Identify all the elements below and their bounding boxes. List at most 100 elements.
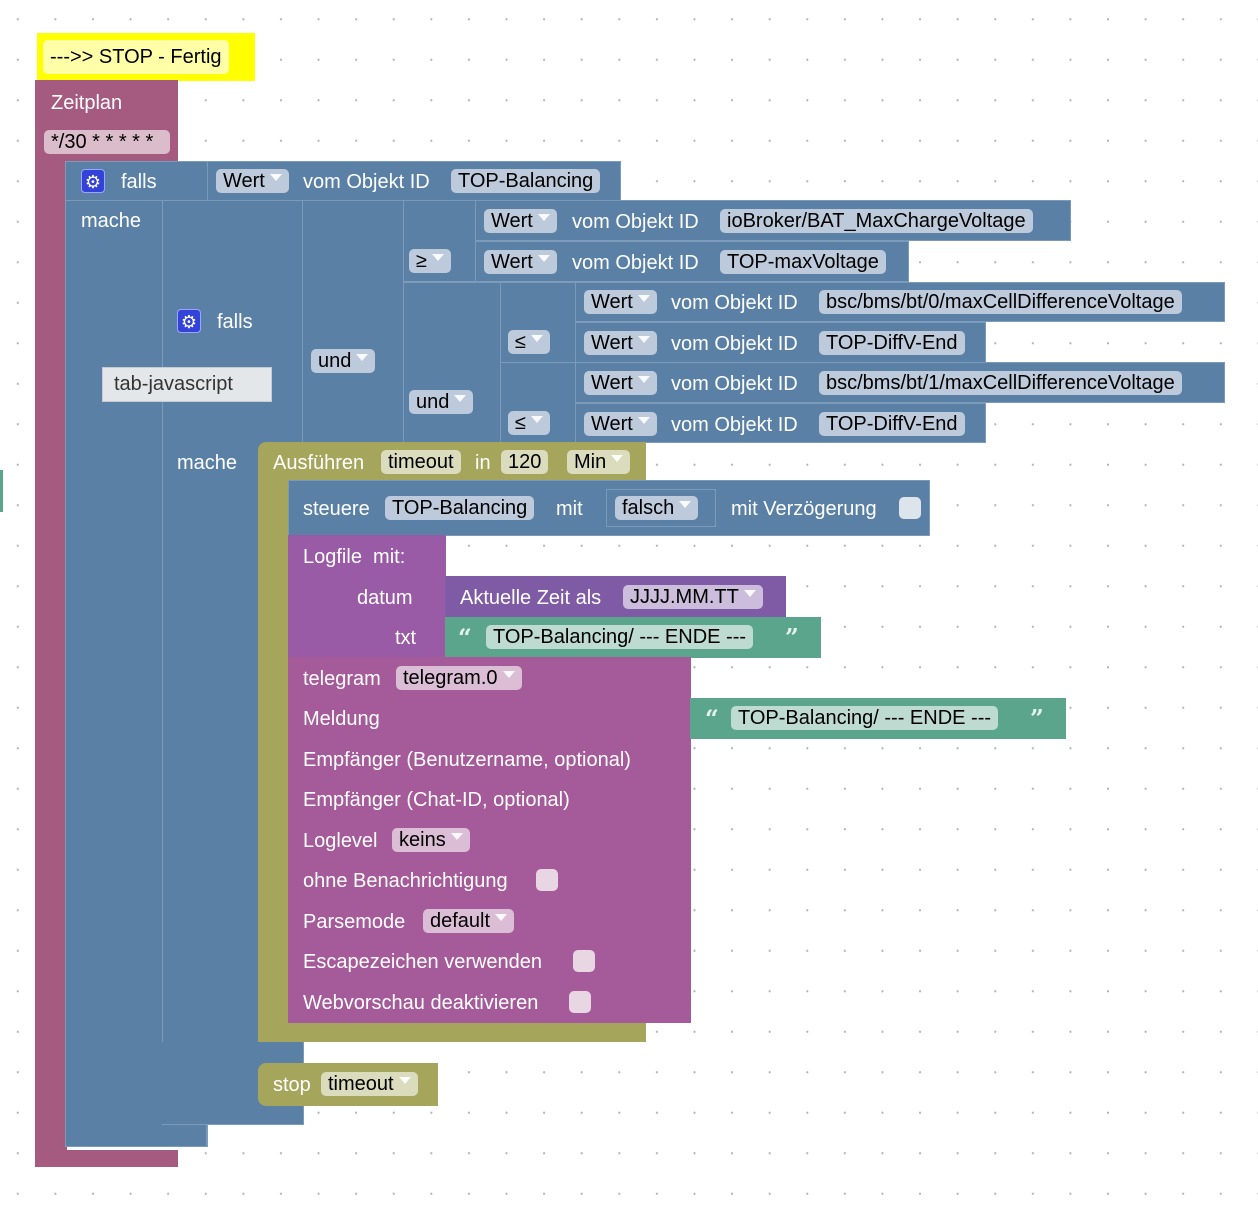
dropdown-arrow-icon	[637, 336, 650, 343]
object-id-field[interactable]: bsc/bms/bt/0/maxCellDifferenceVoltage	[819, 290, 1182, 314]
text-block[interactable]: “ TOP-Balancing/ --- ENDE --- ”	[445, 617, 821, 658]
escape-checkbox[interactable]	[573, 950, 595, 972]
stop-timeout-block[interactable]: stop timeout	[258, 1063, 438, 1106]
object-id-field[interactable]: TOP-maxVoltage	[720, 250, 886, 274]
mode-dropdown[interactable]: Wert	[484, 250, 557, 274]
preview-checkbox[interactable]	[569, 991, 591, 1013]
timeout-dropdown[interactable]: timeout	[321, 1072, 418, 1096]
compare-ge-block[interactable]: ≥	[403, 200, 477, 282]
dropdown-arrow-icon	[679, 501, 692, 508]
compare-le-block[interactable]: ≤	[500, 362, 577, 443]
then-label: mache	[177, 452, 238, 474]
text-block[interactable]: “ TOP-Balancing/ --- ENDE --- ”	[690, 698, 1066, 739]
escape-label: Escapezeichen verwenden	[303, 951, 543, 973]
mode-dropdown[interactable]: Wert	[584, 412, 657, 436]
object-id-label: vom Objekt ID	[572, 252, 699, 274]
mode-dropdown[interactable]: Wert	[216, 169, 289, 193]
gear-icon[interactable]: ⚙	[177, 309, 201, 333]
delay-checkbox[interactable]	[899, 497, 921, 519]
timeout-block-bottom	[258, 1022, 646, 1042]
get-value-block[interactable]: Wert vom Objekt ID TOP-Balancing	[207, 161, 621, 201]
and-block-2[interactable]: und	[403, 282, 502, 443]
cron-field[interactable]: */30 * * * * *	[44, 130, 170, 154]
current-time-block[interactable]: Aktuelle Zeit als JJJJ.MM.TT	[445, 576, 786, 617]
dropdown-arrow-icon	[530, 416, 543, 423]
comment-bubble[interactable]: --->> STOP - Fertig	[37, 33, 255, 81]
instance-dropdown[interactable]: telegram.0	[396, 666, 522, 690]
dropdown-arrow-icon	[398, 1077, 411, 1084]
mode-value: Wert	[491, 251, 533, 273]
object-id-field[interactable]: TOP-DiffV-End	[819, 412, 965, 436]
le-value: ≤	[515, 331, 526, 353]
dropdown-arrow-icon	[269, 174, 282, 181]
mode-value: Wert	[491, 210, 533, 232]
object-id-field[interactable]: ioBroker/BAT_MaxChargeVoltage	[720, 209, 1033, 233]
telegram-label: telegram	[303, 668, 381, 690]
silent-checkbox[interactable]	[536, 869, 558, 891]
control-block[interactable]: steuere TOP-Balancing mit falsch mit Ver…	[288, 480, 930, 536]
compare-operator-dropdown[interactable]: ≤	[508, 330, 550, 354]
get-value-block[interactable]: Wert vom Objekt ID TOP-maxVoltage	[475, 241, 909, 282]
offscreen-block-edge[interactable]	[0, 470, 3, 512]
compare-le-block[interactable]: ≤	[500, 282, 577, 363]
datum-label: datum	[357, 587, 413, 609]
get-value-block[interactable]: Wert vom Objekt ID TOP-DiffV-End	[575, 403, 986, 443]
get-value-block[interactable]: Wert vom Objekt ID ioBroker/BAT_MaxCharg…	[475, 200, 1071, 241]
get-value-block[interactable]: Wert vom Objekt ID bsc/bms/bt/1/maxCellD…	[575, 362, 1225, 403]
delay-label: mit Verzögerung	[731, 498, 877, 520]
object-id-label: vom Objekt ID	[671, 373, 798, 395]
timeout-value-field[interactable]: 120	[501, 450, 549, 474]
object-id-field[interactable]: TOP-DiffV-End	[819, 331, 965, 355]
schedule-block[interactable]	[35, 80, 178, 170]
parsemode-dropdown[interactable]: default	[423, 909, 515, 933]
with-label: mit	[556, 498, 583, 520]
compare-operator-dropdown[interactable]: ≥	[409, 249, 451, 273]
object-id-field[interactable]: TOP-Balancing	[451, 169, 601, 193]
control-object-field[interactable]: TOP-Balancing	[385, 496, 535, 520]
txt-label: txt	[395, 627, 417, 649]
mode-dropdown[interactable]: Wert	[584, 371, 657, 395]
and-operator-dropdown[interactable]: und	[409, 390, 474, 414]
mode-dropdown[interactable]: Wert	[584, 331, 657, 355]
get-value-block[interactable]: Wert vom Objekt ID TOP-DiffV-End	[575, 322, 986, 363]
boolean-block[interactable]: falsch	[606, 489, 716, 527]
schedule-label: Zeitplan	[51, 92, 123, 114]
object-id-label: vom Objekt ID	[671, 414, 798, 436]
time-format-dropdown[interactable]: JJJJ.MM.TT	[623, 585, 763, 609]
timeout-value: timeout	[328, 1073, 394, 1095]
unit-value: Min	[574, 451, 607, 473]
gear-icon[interactable]: ⚙	[81, 169, 105, 193]
dropdown-arrow-icon	[530, 335, 543, 342]
telegram-block[interactable]: telegram telegram.0 Meldung Empfänger (B…	[288, 657, 691, 1023]
schedule-block-body	[35, 160, 67, 1160]
loglevel-value: keins	[399, 829, 446, 851]
mode-dropdown[interactable]: Wert	[584, 290, 657, 314]
dropdown-arrow-icon	[743, 590, 756, 597]
loglevel-dropdown[interactable]: keins	[392, 828, 470, 852]
boolean-dropdown[interactable]: falsch	[615, 496, 699, 520]
if-block-outer-bottom	[65, 1125, 207, 1147]
and-block[interactable]: und	[302, 200, 405, 443]
get-value-block[interactable]: Wert vom Objekt ID bsc/bms/bt/0/maxCellD…	[575, 282, 1225, 322]
ge-value: ≥	[416, 250, 427, 272]
object-id-field[interactable]: bsc/bms/bt/1/maxCellDifferenceVoltage	[819, 371, 1182, 395]
mode-dropdown[interactable]: Wert	[484, 209, 557, 233]
boolean-value: falsch	[622, 497, 675, 519]
dropdown-arrow-icon	[431, 254, 444, 261]
control-label: steuere	[303, 498, 370, 520]
schedule-block-bottom	[35, 1150, 178, 1167]
and-operator-dropdown[interactable]: und	[311, 349, 376, 373]
compare-operator-dropdown[interactable]: ≤	[508, 411, 550, 435]
in-label: in	[475, 452, 491, 474]
log-block[interactable]: Logfile mit: datum txt	[288, 535, 446, 658]
dropdown-arrow-icon	[495, 914, 508, 921]
timeout-name-field[interactable]: timeout	[381, 450, 461, 474]
unit-dropdown[interactable]: Min	[567, 450, 631, 474]
mode-value: Wert	[591, 332, 633, 354]
message-text-field[interactable]: TOP-Balancing/ --- ENDE ---	[731, 706, 999, 730]
tooltip: tab-javascript	[102, 367, 272, 402]
message-label: Meldung	[303, 708, 380, 730]
text-field[interactable]: TOP-Balancing/ --- ENDE ---	[486, 625, 754, 649]
comment-text[interactable]: --->> STOP - Fertig	[43, 40, 229, 74]
object-id-label: vom Objekt ID	[671, 292, 798, 314]
